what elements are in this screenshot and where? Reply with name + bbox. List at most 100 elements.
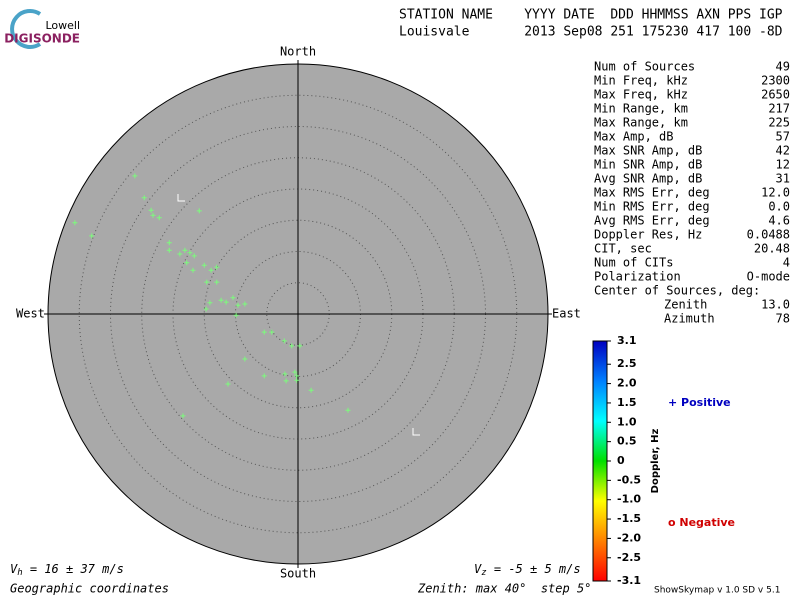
legend-positive: + Positive [668,396,731,409]
stat-value: 31 [776,172,790,186]
source [294,373,300,379]
stat-label: Num of CITs [594,256,673,270]
direction: East [552,307,581,321]
source [196,208,202,214]
logo-bottom: DIGISONDE [4,32,80,46]
colorbar-label: 2.5 [617,357,637,370]
source [223,299,229,305]
stat-value: 4.6 [768,214,790,228]
stat-value: 12.0 [761,186,790,200]
source [242,301,248,307]
colorbar-label: -1.0 [617,493,641,506]
stat-value: 225 [768,116,790,130]
stat-value: 20.48 [754,242,790,256]
source [141,195,147,201]
corner-mark [177,194,420,436]
source [225,381,231,387]
source [72,220,78,226]
stat-label: Min RMS Err, deg [594,200,710,214]
stat-label: Max RMS Err, deg [594,186,710,200]
colorbar-title: Doppler, Hz [650,429,661,494]
vz: Vz = -5 ± 5 m/s [474,562,581,578]
source [283,378,289,384]
source [208,267,214,273]
stat-value: O-mode [747,270,790,284]
source [294,377,300,383]
stat-value: 4 [783,256,790,270]
source [190,267,196,273]
stat-value: 42 [776,144,790,158]
source [269,329,275,335]
header-line: Louisvale 2013 Sep08 251 175230 417 100 … [399,25,783,40]
vh: Vh = 16 ± 37 m/s [10,562,124,578]
source [282,371,288,377]
source [230,295,236,301]
source [345,407,351,413]
source [148,207,154,213]
colorbar-label: 0.5 [617,435,637,448]
stat-heading: Center of Sources, deg: [594,284,760,298]
stat-value: 0.0488 [747,228,790,242]
stat-label: CIT, sec [594,242,652,256]
source [156,215,162,221]
stat-label: Azimuth [664,312,715,326]
source [191,253,197,259]
source [180,413,186,419]
source [89,233,95,239]
stat-label: Doppler Res, Hz [594,228,702,242]
colorbar-label: 1.0 [617,415,637,428]
stat-label: Min Freq, kHz [594,74,688,88]
legend-negative: o Negative [668,516,735,529]
header-line: STATION NAME YYYY DATE DDD HHMMSS AXN PP… [399,8,783,23]
colorbar-label: 2.0 [617,377,637,390]
source [150,212,156,218]
coords: Geographic coordinates [10,582,169,596]
colorbar [592,340,608,582]
stat-value: 0.0 [768,200,790,214]
logo-top: Lowell [45,19,80,32]
colorbar-label: -3.1 [617,574,641,587]
colorbar-label: 0 [617,454,625,467]
stat-value: 12 [776,158,790,172]
source [308,387,314,393]
stat-value: 57 [776,130,790,144]
stat-value: 78 [776,312,790,326]
colorbar-label: 1.5 [617,396,637,409]
source [177,251,183,257]
stat-label: Max Freq, kHz [594,88,688,102]
source [235,302,241,308]
source [207,300,213,306]
source [184,260,190,266]
colorbar-label: -0.5 [617,473,641,486]
stat-value: 13.0 [761,298,790,312]
stat-label: Polarization [594,270,681,284]
source [261,373,267,379]
direction: West [16,307,45,321]
colorbar-label: -2.5 [617,551,641,564]
source [187,250,193,256]
colorbar-label: -2.0 [617,531,641,544]
stat-label: Avg SNR Amp, dB [594,172,702,186]
stat-value: 49 [776,60,790,74]
logo-arc [10,9,42,49]
source [166,247,172,253]
source [261,329,267,335]
version: ShowSkymap v 1.0 SD v 5.1 [654,586,780,596]
source [204,279,210,285]
colorbar-label: 3.1 [617,334,637,347]
source [218,297,224,303]
stat-label: Min Range, km [594,102,688,116]
stat-value: 2300 [761,74,790,88]
direction: South [280,567,316,581]
zenith-info: Zenith: max 40° step 5° [417,582,591,596]
source [214,279,220,285]
source [203,306,209,312]
source [201,262,207,268]
colorbar-label: -1.5 [617,512,641,525]
stat-label: Zenith [664,298,707,312]
stat-label: Max Range, km [594,116,688,130]
source [289,343,295,349]
source [242,356,248,362]
stat-value: 2650 [761,88,790,102]
